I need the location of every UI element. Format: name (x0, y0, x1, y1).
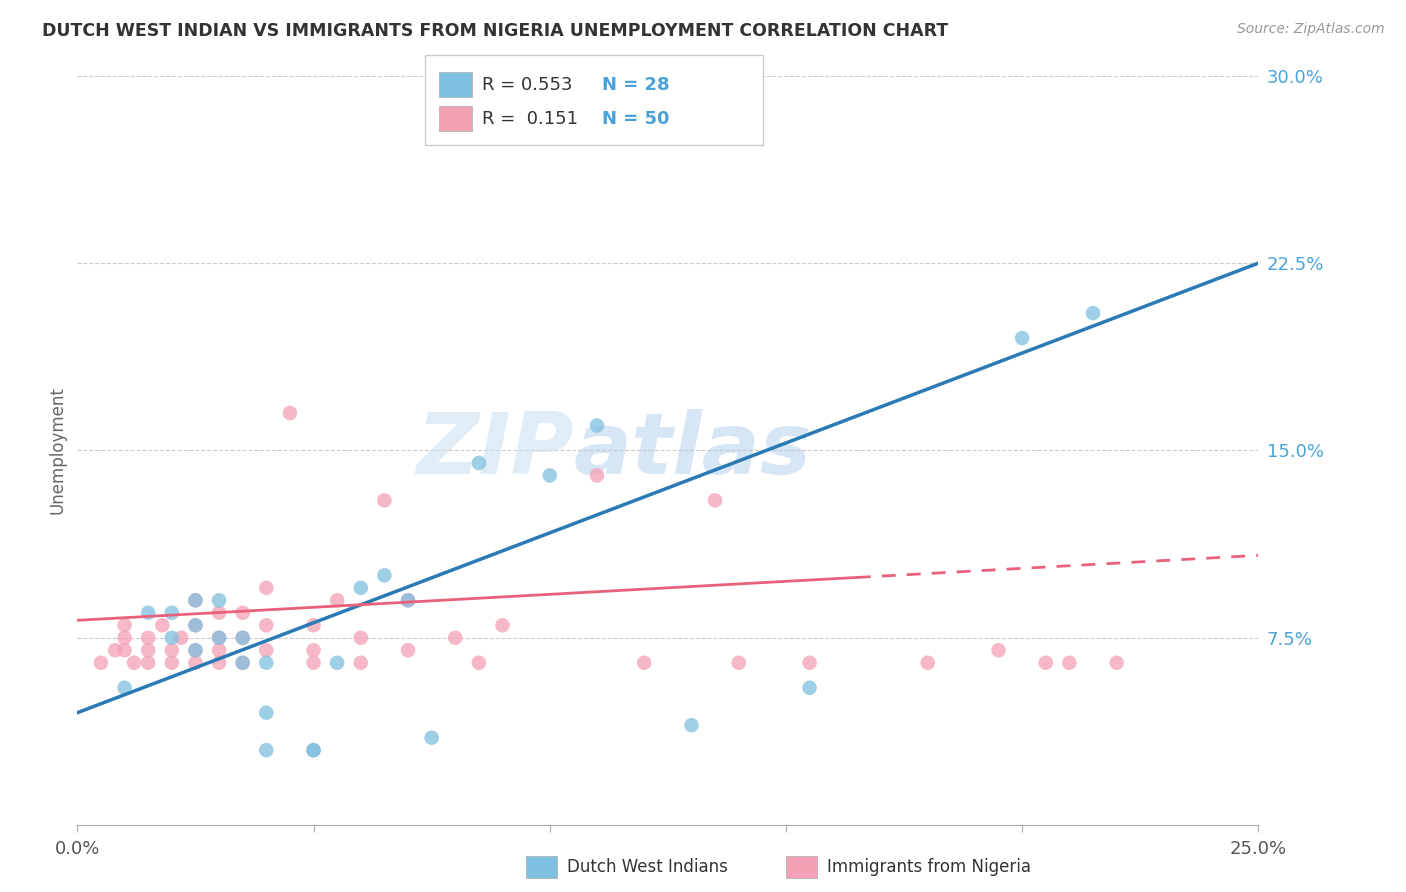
Point (278, 406, 301, 420)
Point (184, 618, 207, 632)
Point (350, 656, 373, 670)
Point (114, 618, 136, 632)
Point (987, 643, 1010, 657)
Point (160, 631, 183, 645)
Point (254, 656, 277, 670)
Point (184, 656, 207, 670)
Point (799, 656, 821, 670)
Point (254, 706, 277, 720)
Point (136, 606, 159, 620)
Point (302, 643, 325, 657)
Point (1059, 656, 1081, 670)
Y-axis label: Unemployment: Unemployment (48, 386, 66, 515)
Text: Source: ZipAtlas.com: Source: ZipAtlas.com (1237, 22, 1385, 37)
Text: N = 28: N = 28 (602, 76, 669, 94)
Point (104, 643, 127, 657)
Point (232, 656, 254, 670)
Text: Dutch West Indians: Dutch West Indians (567, 858, 727, 876)
Point (326, 593, 349, 607)
Point (208, 656, 231, 670)
Point (184, 643, 207, 657)
Text: ZIP: ZIP (416, 409, 574, 492)
Point (254, 618, 277, 632)
Point (160, 656, 183, 670)
Point (184, 643, 207, 657)
Text: atlas: atlas (574, 409, 811, 492)
Text: R =  0.151: R = 0.151 (482, 110, 578, 128)
Point (208, 631, 231, 645)
Point (491, 618, 513, 632)
Point (150, 618, 173, 632)
Point (136, 631, 159, 645)
Point (586, 468, 609, 483)
Point (184, 593, 207, 607)
Point (114, 631, 136, 645)
Point (232, 656, 254, 670)
Point (396, 643, 419, 657)
Text: DUTCH WEST INDIAN VS IMMIGRANTS FROM NIGERIA UNEMPLOYMENT CORRELATION CHART: DUTCH WEST INDIAN VS IMMIGRANTS FROM NIG… (42, 22, 949, 40)
Point (350, 581, 373, 595)
Point (208, 593, 231, 607)
Point (396, 593, 419, 607)
Text: R = 0.553: R = 0.553 (482, 76, 572, 94)
Point (586, 418, 609, 433)
Point (254, 581, 277, 595)
Point (184, 618, 207, 632)
Point (444, 631, 467, 645)
Point (799, 681, 821, 695)
Point (122, 656, 145, 670)
Point (302, 656, 325, 670)
Point (90, 656, 112, 670)
Point (420, 731, 443, 745)
Point (208, 643, 231, 657)
Point (302, 743, 325, 757)
Point (254, 643, 277, 657)
Point (170, 631, 193, 645)
Point (373, 568, 395, 582)
Point (1035, 656, 1057, 670)
Point (373, 493, 395, 508)
Point (208, 606, 231, 620)
Point (160, 643, 183, 657)
Point (681, 718, 703, 732)
Point (136, 656, 159, 670)
Point (727, 656, 749, 670)
Point (917, 656, 939, 670)
Point (1081, 306, 1104, 320)
Point (254, 743, 277, 757)
Point (396, 593, 419, 607)
Point (326, 656, 349, 670)
Point (208, 631, 231, 645)
Point (232, 631, 254, 645)
Point (538, 468, 561, 483)
Point (704, 493, 727, 508)
Point (114, 643, 136, 657)
Point (1011, 331, 1033, 345)
Point (136, 643, 159, 657)
Point (468, 456, 491, 470)
Point (468, 656, 491, 670)
Point (633, 656, 655, 670)
Point (232, 606, 254, 620)
Point (114, 681, 136, 695)
Point (350, 631, 373, 645)
Text: Immigrants from Nigeria: Immigrants from Nigeria (827, 858, 1031, 876)
Point (232, 631, 254, 645)
Text: N = 50: N = 50 (602, 110, 669, 128)
Point (184, 593, 207, 607)
Point (302, 618, 325, 632)
Point (160, 606, 183, 620)
Point (1105, 656, 1128, 670)
Point (302, 743, 325, 757)
